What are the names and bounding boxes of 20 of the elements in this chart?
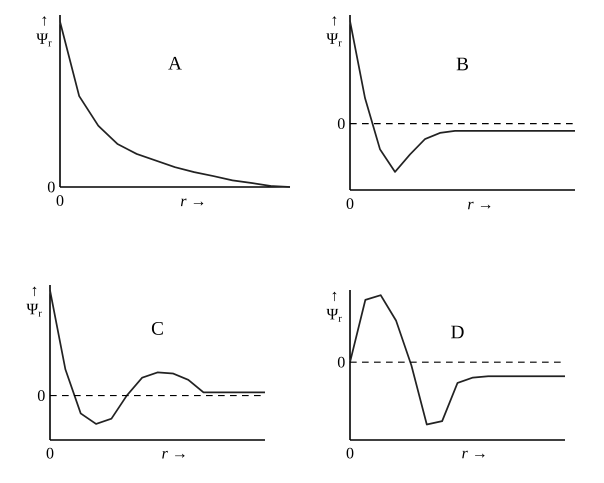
- text: A: [168, 56, 182, 70]
- text: 0: [346, 448, 354, 458]
- text: 0: [48, 182, 55, 192]
- ref-line-label: 0: [338, 118, 345, 130]
- y-axis-title: ↑ Ψ$_{r}$: [36, 16, 52, 46]
- x-axis-title: r →: [180, 198, 204, 206]
- x-axis-title: r →: [462, 450, 485, 458]
- y-axis-title: ↑ Ψ$_{r}$: [326, 292, 342, 322]
- text: 0: [56, 195, 64, 206]
- text: 0: [46, 448, 54, 459]
- text: 0: [346, 198, 354, 209]
- y-axis-title: ↑ Ψ$_{r}$: [326, 16, 342, 46]
- text: D: [451, 326, 464, 338]
- text: C: [152, 322, 163, 335]
- x-axis-title: r →: [468, 202, 490, 210]
- y-axis-title: ↑ Ψ$_{r}$: [26, 286, 42, 317]
- text: B: [456, 58, 468, 70]
- x-axis-title: r →: [162, 450, 185, 458]
- ref-line-label: 0: [38, 390, 45, 401]
- ref-line-label: 0: [338, 356, 345, 368]
